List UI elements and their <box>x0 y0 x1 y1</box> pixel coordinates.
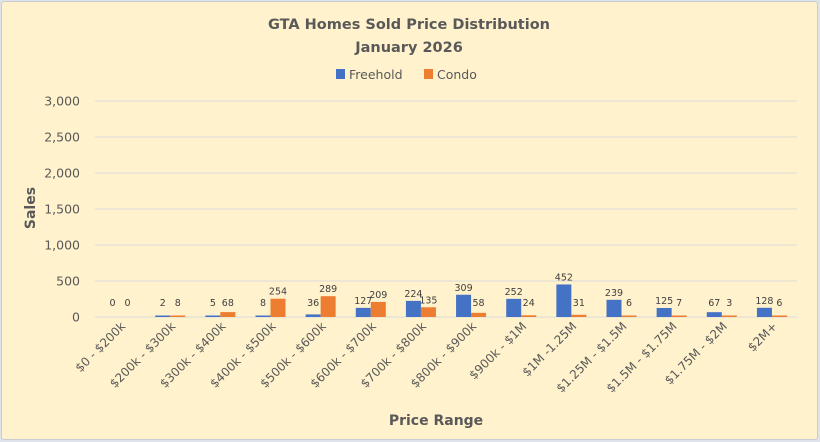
bar-condo <box>370 301 386 317</box>
bar-condo <box>771 315 787 317</box>
bar-freehold <box>656 308 672 317</box>
bar-freehold <box>205 315 221 317</box>
y-tick-label: 3,000 <box>44 94 80 109</box>
bar-condo <box>320 296 336 317</box>
y-tick-label: 2,500 <box>44 130 80 145</box>
x-axis-ticks: $0 - $200k$200k - $300k$300k - $400k$400… <box>73 319 781 395</box>
data-label-freehold: 309 <box>455 283 473 294</box>
bar-condo <box>671 315 687 317</box>
y-axis-title: Sales <box>23 187 39 229</box>
legend: Freehold Condo <box>336 67 477 82</box>
y-tick-label: 2,000 <box>44 166 80 181</box>
chart-subtitle: January 2026 <box>354 40 463 56</box>
legend-label-freehold: Freehold <box>349 67 403 82</box>
y-axis-ticks: 0 500 1,000 1,500 2,000 2,500 3,000 <box>44 94 80 325</box>
data-label-condo: 68 <box>222 298 234 309</box>
bar-freehold <box>255 315 271 317</box>
bar-condo <box>270 298 286 317</box>
legend-label-condo: Condo <box>437 67 477 82</box>
data-label-condo: 8 <box>175 298 181 309</box>
data-label-condo: 6 <box>776 298 782 309</box>
bar-condo <box>420 307 436 317</box>
data-label-condo: 24 <box>523 298 535 309</box>
data-label-freehold: 128 <box>755 296 773 307</box>
data-label-freehold: 5 <box>210 298 216 309</box>
data-label-freehold: 127 <box>354 296 372 307</box>
data-label-freehold: 67 <box>708 298 720 309</box>
bar-condo <box>471 312 487 317</box>
data-label-condo: 7 <box>676 298 682 309</box>
data-label-freehold: 224 <box>404 289 422 300</box>
bar-freehold <box>706 312 722 317</box>
chart-title: GTA Homes Sold Price Distribution <box>268 17 550 33</box>
data-label-condo: 0 <box>125 298 131 309</box>
bar-condo <box>521 315 537 317</box>
data-label-freehold: 36 <box>307 298 319 309</box>
data-label-condo: 6 <box>626 298 632 309</box>
y-tick-label: 1,000 <box>44 238 80 253</box>
data-label-condo: 3 <box>726 298 732 309</box>
bar-condo <box>721 315 737 317</box>
y-tick-label: 0 <box>72 310 80 325</box>
data-label-condo: 135 <box>419 295 437 306</box>
data-label-freehold: 125 <box>655 296 673 307</box>
data-label-condo: 209 <box>369 290 387 301</box>
bar-freehold <box>756 307 772 317</box>
gridlines <box>95 100 797 318</box>
data-label-freehold: 0 <box>110 298 116 309</box>
legend-swatch-freehold <box>336 69 345 79</box>
bar-freehold <box>556 284 572 317</box>
bar-condo <box>220 312 236 317</box>
bar-freehold <box>305 314 321 317</box>
data-label-freehold: 252 <box>505 287 523 298</box>
bar-condo <box>571 314 587 317</box>
bar-freehold <box>355 307 371 317</box>
bar-condo <box>621 315 637 317</box>
bar-freehold <box>606 299 622 317</box>
data-label-freehold: 239 <box>605 288 623 299</box>
data-label-condo: 289 <box>319 284 337 295</box>
y-tick-label: 1,500 <box>44 202 80 217</box>
legend-swatch-condo <box>424 69 433 79</box>
data-label-condo: 31 <box>573 298 585 309</box>
bar-freehold <box>456 294 472 317</box>
y-tick-label: 500 <box>56 274 80 289</box>
data-label-freehold: 452 <box>555 272 573 283</box>
x-axis-title: Price Range <box>389 413 483 429</box>
data-label-condo: 58 <box>473 298 485 309</box>
bar-freehold <box>405 300 421 317</box>
bar-freehold <box>155 315 171 317</box>
data-label-freehold: 2 <box>160 298 166 309</box>
data-label-condo: 254 <box>269 287 287 298</box>
data-label-freehold: 8 <box>260 298 266 309</box>
x-tick-label: $2M+ <box>745 319 780 354</box>
bar-condo <box>170 315 186 317</box>
bars <box>155 284 787 317</box>
bar-freehold <box>506 298 522 317</box>
